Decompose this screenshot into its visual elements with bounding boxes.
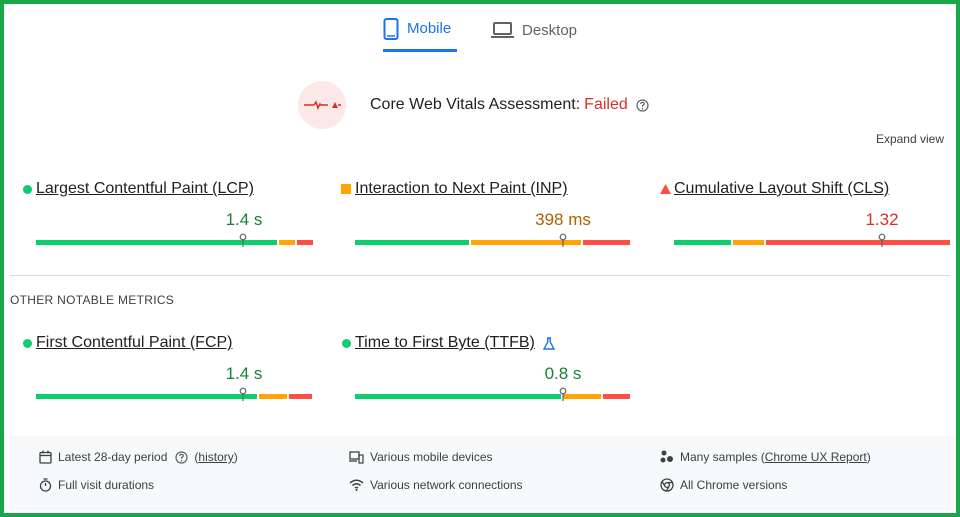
- metric-title-row: Largest Contentful Paint (LCP): [20, 180, 254, 198]
- help-icon[interactable]: [636, 98, 649, 112]
- metric-cls-bar: [674, 240, 950, 245]
- metric-inp-title[interactable]: Interaction to Next Paint (INP): [355, 180, 568, 197]
- metric-cls-value: 1.32: [865, 210, 899, 229]
- footer-versions-label: All Chrome versions: [680, 478, 788, 492]
- bar-segment-needs-improvement: [563, 394, 601, 399]
- metric-title-row: Time to First Byte (TTFB): [339, 334, 555, 352]
- footer-network: Various network connections: [349, 478, 523, 492]
- percentile-marker-icon: [239, 233, 247, 247]
- poor-triangle-icon: [659, 184, 671, 194]
- metric-ttfb-bar: [355, 394, 630, 399]
- percentile-marker-icon: [239, 387, 247, 401]
- bar-segment-needs-improvement: [733, 240, 764, 245]
- metric-lcp-value: 1.4 s: [225, 210, 263, 229]
- section-divider: [10, 275, 950, 276]
- footer-period: Latest 28-day period (history): [39, 450, 238, 464]
- bar-segment-needs-improvement: [259, 394, 287, 399]
- footer-samples-suffix: ): [866, 450, 871, 464]
- bar-segment-poor: [289, 394, 312, 399]
- footer-versions: All Chrome versions: [660, 478, 787, 492]
- tab-mobile[interactable]: Mobile: [383, 8, 457, 52]
- chrome-ux-report-link[interactable]: Chrome UX Report: [764, 450, 867, 464]
- metric-fcp: First Contentful Paint (FCP) 1.4 s: [20, 334, 312, 404]
- expand-view-link[interactable]: Expand view: [875, 132, 944, 146]
- bar-segment-needs-improvement: [471, 240, 581, 245]
- metric-cls: Cumulative Layout Shift (CLS) 1.32: [658, 180, 950, 250]
- metric-fcp-title[interactable]: First Contentful Paint (FCP): [36, 334, 233, 351]
- devices-icon: [349, 450, 364, 464]
- footer-samples: Many samples (Chrome UX Report): [660, 450, 871, 464]
- bar-segment-good: [355, 240, 469, 245]
- metric-fcp-value: 1.4 s: [225, 364, 263, 383]
- metric-lcp-title[interactable]: Largest Contentful Paint (LCP): [36, 180, 254, 197]
- metric-ttfb-title[interactable]: Time to First Byte (TTFB): [355, 334, 535, 351]
- metric-title-row: Interaction to Next Paint (INP): [339, 180, 568, 198]
- data-source-footer: Latest 28-day period (history) Full visi…: [10, 436, 954, 511]
- metric-cls-title[interactable]: Cumulative Layout Shift (CLS): [674, 180, 890, 197]
- samples-icon: [660, 450, 673, 463]
- tab-desktop[interactable]: Desktop: [491, 8, 577, 52]
- good-dot-icon: [22, 338, 32, 348]
- bar-segment-good: [36, 394, 257, 399]
- wifi-icon: [349, 479, 364, 491]
- footer-visit: Full visit durations: [39, 478, 154, 492]
- history-link[interactable]: history: [198, 450, 234, 464]
- bar-segment-good: [674, 240, 731, 245]
- footer-samples-prefix: Many samples (: [680, 450, 765, 464]
- bar-segment-good: [36, 240, 277, 245]
- metric-title-row: Cumulative Layout Shift (CLS): [658, 180, 889, 198]
- assessment-status: Failed: [584, 96, 628, 113]
- footer-period-label: Latest 28-day period: [58, 450, 168, 464]
- stopwatch-icon: [39, 478, 52, 492]
- metric-ttfb-value: 0.8 s: [544, 364, 582, 383]
- percentile-marker-icon: [878, 233, 886, 247]
- calendar-icon: [39, 450, 52, 464]
- experimental-flask-icon: [542, 336, 555, 350]
- needs-improvement-square-icon: [341, 184, 351, 194]
- bar-segment-poor: [297, 240, 313, 245]
- bar-segment-poor: [766, 240, 950, 245]
- assessment-heading: Core Web Vitals Assessment: Failed: [370, 96, 649, 114]
- metric-lcp-bar: [36, 240, 313, 245]
- bar-segment-good: [355, 394, 561, 399]
- metric-inp: Interaction to Next Paint (INP) 398 ms: [339, 180, 630, 250]
- device-tabs: Mobile Desktop: [0, 8, 960, 52]
- footer-network-label: Various network connections: [370, 478, 523, 492]
- metric-fcp-bar: [36, 394, 312, 399]
- bar-segment-poor: [583, 240, 630, 245]
- phone-icon: [383, 17, 399, 40]
- bar-segment-poor: [603, 394, 630, 399]
- assessment-label: Core Web Vitals Assessment:: [370, 96, 581, 113]
- good-dot-icon: [341, 338, 351, 348]
- other-metrics-heading: OTHER NOTABLE METRICS: [10, 293, 175, 307]
- laptop-icon: [491, 22, 514, 38]
- footer-visit-label: Full visit durations: [58, 478, 155, 492]
- good-dot-icon: [22, 184, 32, 194]
- metric-inp-value: 398 ms: [535, 210, 591, 229]
- chrome-icon: [660, 478, 674, 492]
- footer-devices: Various mobile devices: [349, 450, 493, 464]
- metric-inp-bar: [355, 240, 630, 245]
- percentile-marker-icon: [559, 387, 567, 401]
- metric-ttfb: Time to First Byte (TTFB) 0.8 s: [339, 334, 630, 404]
- failed-assessment-icon: [298, 81, 346, 129]
- metric-lcp: Largest Contentful Paint (LCP) 1.4 s: [20, 180, 313, 250]
- tab-desktop-label: Desktop: [522, 21, 578, 39]
- percentile-marker-icon: [559, 233, 567, 247]
- help-icon[interactable]: [175, 450, 189, 464]
- footer-devices-label: Various mobile devices: [370, 450, 493, 464]
- metric-title-row: First Contentful Paint (FCP): [20, 334, 233, 352]
- tab-mobile-label: Mobile: [407, 20, 452, 37]
- bar-segment-needs-improvement: [279, 240, 295, 245]
